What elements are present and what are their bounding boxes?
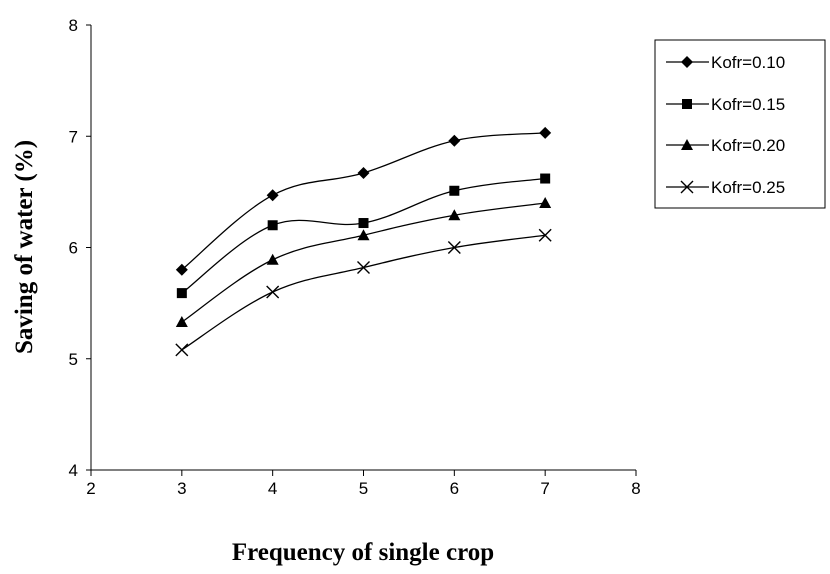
y-axis-ticks: 4 5 6 7 8 [69, 16, 91, 480]
y-tick-label: 7 [69, 127, 78, 146]
x-axis-title: Frequency of single crop [232, 539, 494, 566]
x-tick-label: 8 [631, 479, 640, 498]
legend-label: Kofr=0.10 [711, 53, 785, 72]
data-point [448, 134, 461, 147]
series-x [175, 228, 552, 357]
data-point [540, 173, 551, 184]
x-tick-label: 6 [450, 479, 459, 498]
data-point [357, 261, 370, 275]
data-point [538, 228, 552, 242]
y-axis-title: Saving of water (%) [11, 140, 38, 354]
series-line [181, 234, 546, 351]
data-point [266, 285, 280, 299]
x-tick-label: 3 [177, 479, 186, 498]
x-tick-label: 7 [540, 479, 549, 498]
legend-marker [680, 180, 694, 194]
legend-box [654, 39, 826, 209]
data-point [175, 343, 189, 357]
series-diamond [175, 126, 552, 276]
legend-marker [682, 99, 692, 109]
legend-label: Kofr=0.20 [711, 136, 785, 155]
legend-label: Kofr=0.25 [711, 178, 785, 197]
legend-marker [681, 139, 693, 150]
legend-marker [681, 56, 693, 68]
x-axis-ticks: 2 3 4 5 6 7 8 [86, 470, 641, 498]
y-tick-label: 8 [69, 16, 78, 35]
x-tick-label: 5 [359, 479, 368, 498]
data-point [358, 218, 369, 229]
legend-item: Kofr=0.15 [666, 95, 785, 114]
legend-item: Kofr=0.10 [666, 53, 785, 72]
data-point [449, 185, 460, 196]
data-point [357, 166, 370, 179]
data-point [266, 189, 279, 202]
y-tick-label: 5 [69, 350, 78, 369]
data-point [448, 209, 461, 221]
legend-items: Kofr=0.10 Kofr=0.15 Kofr=0.20 Kofr=0.25 [666, 53, 785, 197]
y-tick-label: 4 [69, 461, 78, 480]
data-point [447, 241, 461, 254]
legend-item: Kofr=0.25 [666, 178, 785, 197]
legend-label: Kofr=0.15 [711, 95, 785, 114]
legend: Kofr=0.10 Kofr=0.15 Kofr=0.20 Kofr=0.25 [654, 39, 826, 209]
data-point [175, 316, 188, 328]
series-layer [175, 126, 552, 357]
data-point [539, 126, 552, 139]
legend-item: Kofr=0.20 [666, 136, 785, 155]
data-point [175, 263, 188, 276]
data-point [267, 220, 278, 231]
x-tick-label: 4 [268, 479, 277, 498]
plot-area [90, 25, 636, 471]
y-tick-label: 6 [69, 239, 78, 258]
series-line [181, 132, 546, 271]
x-tick-label: 2 [86, 479, 95, 498]
data-point [266, 253, 279, 265]
data-point [176, 288, 187, 299]
series-square [176, 173, 551, 299]
data-point [357, 229, 370, 241]
series-triangle [175, 197, 552, 328]
data-point [539, 197, 552, 208]
